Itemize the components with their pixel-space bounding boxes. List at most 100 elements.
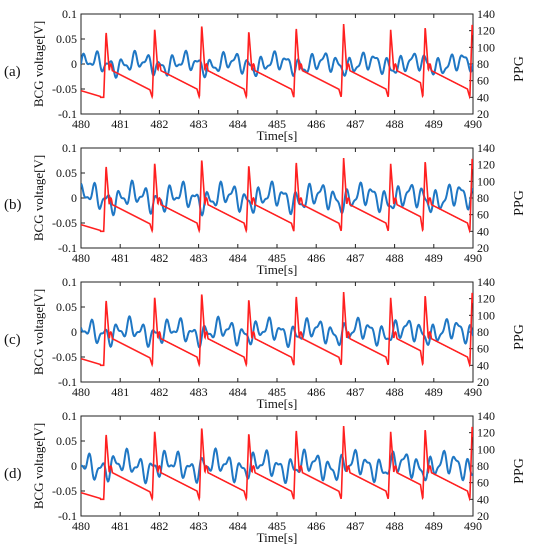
x-tick-label: 488	[386, 117, 404, 131]
x-tick-label: 480	[72, 519, 90, 533]
x-tick-label: 489	[425, 251, 443, 265]
y2-axis-label: PPG	[512, 190, 527, 216]
ppg-series-line	[81, 425, 473, 502]
y2-tick-label: 80	[477, 459, 489, 473]
y-tick-label: -0.05	[52, 350, 77, 364]
y2-tick-label: 20	[477, 509, 489, 523]
x-tick-label: 487	[346, 519, 364, 533]
x-tick-label: 490	[464, 385, 482, 399]
y2-tick-label: 20	[477, 375, 489, 389]
y2-tick-label: 100	[477, 308, 495, 322]
y-axis-label: BCG voltage[V]	[31, 155, 46, 241]
y-tick-label: 0.05	[56, 32, 77, 46]
x-tick-label: 480	[72, 385, 90, 399]
x-tick-label: 485	[268, 519, 286, 533]
y2-tick-label: 20	[477, 107, 489, 121]
y2-tick-label: 40	[477, 90, 489, 104]
y-tick-label: -0.1	[58, 241, 77, 255]
y-tick-label: 0.05	[56, 166, 77, 180]
y2-tick-label: 60	[477, 208, 489, 222]
y2-tick-label: 60	[477, 74, 489, 88]
y-axis-label: BCG voltage[V]	[31, 423, 46, 509]
y2-tick-label: 40	[477, 492, 489, 506]
y-tick-label: 0.1	[62, 7, 77, 21]
x-tick-label: 484	[229, 251, 247, 265]
panel-d: 480 481 482 483 484 485 486 487 488 489 490 -0.1 -0.…	[31, 409, 527, 545]
y-tick-label: 0.1	[62, 409, 77, 423]
y-tick-label: 0.05	[56, 434, 77, 448]
x-tick-label: 486	[307, 385, 325, 399]
y2-axis-label: PPG	[512, 458, 527, 484]
y-tick-label: 0.1	[62, 141, 77, 155]
y2-tick-label: 120	[477, 292, 495, 306]
x-tick-label: 487	[346, 251, 364, 265]
panel-b: 480 481 482 483 484 485 486 487 488 489 490 -0.1 -0.…	[31, 141, 527, 277]
x-tick-label: 489	[425, 519, 443, 533]
x-tick-label: 488	[386, 251, 404, 265]
y-tick-label: 0	[71, 191, 77, 205]
x-tick-label: 489	[425, 385, 443, 399]
panel-label-d: (d)	[4, 466, 22, 482]
y-tick-label: 0.05	[56, 300, 77, 314]
y2-tick-label: 40	[477, 224, 489, 238]
x-tick-label: 481	[111, 385, 129, 399]
x-tick-label: 483	[190, 519, 208, 533]
x-tick-label: 485	[268, 251, 286, 265]
y2-tick-label: 120	[477, 158, 495, 172]
panel-a: 480 481 482 483 484 485 486 487 488 489 490 -0.1 -0.…	[31, 7, 527, 143]
ppg-series-line	[81, 291, 473, 368]
x-tick-label: 483	[190, 385, 208, 399]
y2-tick-label: 60	[477, 342, 489, 356]
bcg-series-line	[81, 49, 473, 79]
x-tick-label: 481	[111, 519, 129, 533]
x-axis-label: Time[s]	[257, 396, 298, 411]
x-tick-label: 480	[72, 251, 90, 265]
bcg-series-line	[81, 447, 473, 485]
y2-tick-label: 80	[477, 325, 489, 339]
x-tick-label: 481	[111, 117, 129, 131]
y2-tick-label: 140	[477, 275, 495, 289]
y-tick-label: -0.1	[58, 375, 77, 389]
y-axis-label: BCG voltage[V]	[31, 289, 46, 375]
x-tick-label: 490	[464, 251, 482, 265]
panel-label-a: (a)	[4, 64, 21, 80]
y-tick-label: -0.1	[58, 107, 77, 121]
y-tick-label: 0	[71, 57, 77, 71]
x-tick-label: 482	[150, 117, 168, 131]
y2-axis-label: PPG	[512, 56, 527, 82]
y-tick-label: 0	[71, 325, 77, 339]
x-tick-label: 487	[346, 385, 364, 399]
ppg-series-line	[81, 23, 473, 100]
y2-tick-label: 20	[477, 241, 489, 255]
x-tick-label: 489	[425, 117, 443, 131]
y-axis-label: BCG voltage[V]	[31, 21, 46, 107]
panel-c: 480 481 482 483 484 485 486 487 488 489 490 -0.1 -0.…	[31, 275, 527, 411]
x-tick-label: 482	[150, 385, 168, 399]
y2-tick-label: 100	[477, 442, 495, 456]
x-axis-label: Time[s]	[257, 262, 298, 277]
x-tick-label: 482	[150, 519, 168, 533]
y-tick-label: -0.05	[52, 82, 77, 96]
y2-tick-label: 120	[477, 426, 495, 440]
x-tick-label: 488	[386, 519, 404, 533]
x-tick-label: 488	[386, 385, 404, 399]
x-tick-label: 481	[111, 251, 129, 265]
bcg-series-line	[81, 179, 473, 217]
x-axis-label: Time[s]	[257, 530, 298, 545]
y2-tick-label: 80	[477, 57, 489, 71]
x-tick-label: 484	[229, 519, 247, 533]
x-tick-label: 480	[72, 117, 90, 131]
y-tick-label: 0.1	[62, 275, 77, 289]
x-tick-label: 485	[268, 385, 286, 399]
y2-tick-label: 100	[477, 174, 495, 188]
panel-label-b: (b)	[4, 197, 22, 213]
y-tick-label: 0	[71, 459, 77, 473]
y-tick-label: -0.05	[52, 216, 77, 230]
y2-tick-label: 140	[477, 141, 495, 155]
ppg-series-line	[81, 157, 473, 234]
y2-tick-label: 120	[477, 24, 495, 38]
y2-axis-label: PPG	[512, 324, 527, 350]
y2-tick-label: 80	[477, 191, 489, 205]
